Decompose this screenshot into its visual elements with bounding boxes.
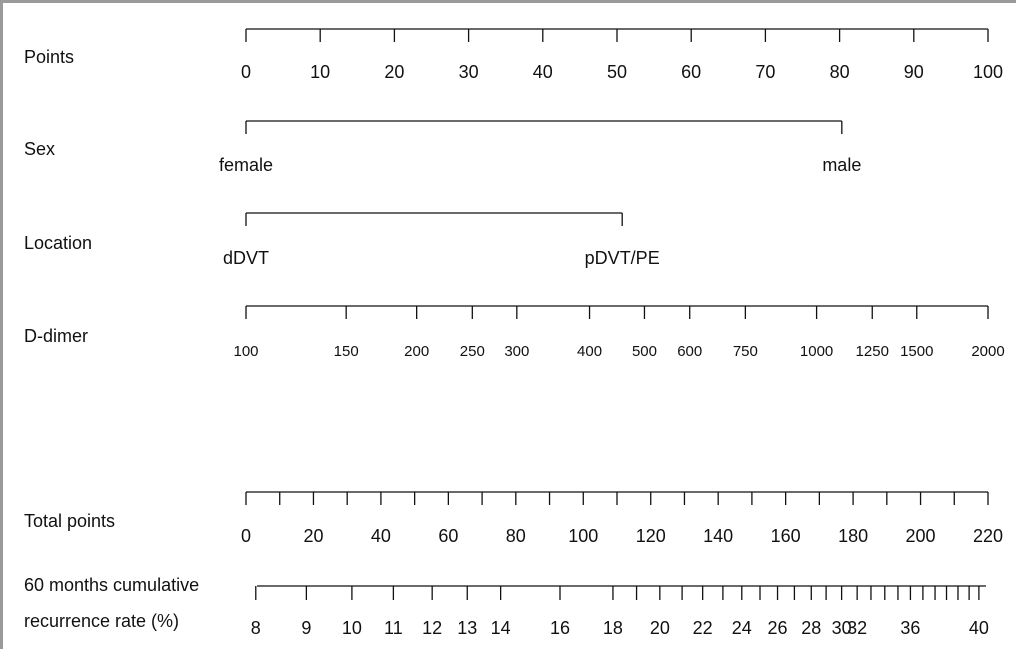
- ddimer-tick-label: 150: [334, 343, 359, 360]
- points-tick-label: 10: [310, 62, 330, 82]
- recurrence-tick-label: 24: [732, 618, 752, 638]
- ddimer-tick-label: 500: [632, 343, 657, 360]
- ddimer-tick-label: 600: [677, 343, 702, 360]
- total-tick-label: 80: [506, 526, 526, 546]
- recurrence-tick-label: 26: [768, 618, 788, 638]
- ddimer-tick-label: 750: [733, 343, 758, 360]
- total-tick-label: 40: [371, 526, 391, 546]
- points-tick-label: 30: [459, 62, 479, 82]
- ddimer-tick-label: 400: [577, 343, 602, 360]
- recurrence-tick-label: 32: [847, 618, 867, 638]
- ddimer-tick-label: 1250: [856, 343, 889, 360]
- recurrence-tick-label: 12: [422, 618, 442, 638]
- total-tick-label: 20: [303, 526, 323, 546]
- points-tick-label: 20: [384, 62, 404, 82]
- points-tick-label: 80: [830, 62, 850, 82]
- total-tick-label: 200: [906, 526, 936, 546]
- points-tick-label: 100: [973, 62, 1003, 82]
- total-tick-label: 220: [973, 526, 1003, 546]
- points-tick-label: 40: [533, 62, 553, 82]
- row-label-ddimer: D-dimer: [24, 326, 88, 346]
- sex-tick-label: male: [822, 155, 861, 175]
- ddimer-tick-label: 1500: [900, 343, 933, 360]
- location-tick-label: dDVT: [223, 248, 269, 268]
- recurrence-tick-label: 36: [900, 618, 920, 638]
- points-tick-label: 50: [607, 62, 627, 82]
- ddimer-tick-label: 2000: [971, 343, 1004, 360]
- recurrence-tick-label: 40: [969, 618, 989, 638]
- ddimer-tick-label: 1000: [800, 343, 833, 360]
- recurrence-tick-label: 13: [457, 618, 477, 638]
- sex-tick-label: female: [219, 155, 273, 175]
- row-label-location: Location: [24, 233, 92, 253]
- recurrence-tick-label: 30: [832, 618, 852, 638]
- row-label-sex: Sex: [24, 139, 55, 159]
- recurrence-tick-label: 10: [342, 618, 362, 638]
- recurrence-tick-label: 16: [550, 618, 570, 638]
- total-tick-label: 100: [568, 526, 598, 546]
- ddimer-tick-label: 250: [460, 343, 485, 360]
- ddimer-tick-label: 100: [233, 343, 258, 360]
- recurrence-tick-label: 9: [301, 618, 311, 638]
- points-tick-label: 0: [241, 62, 251, 82]
- location-tick-label: pDVT/PE: [585, 248, 660, 268]
- recurrence-tick-label: 18: [603, 618, 623, 638]
- recurrence-tick-label: 8: [251, 618, 261, 638]
- row-label-points: Points: [24, 47, 74, 67]
- row-label-total-points: Total points: [24, 511, 115, 531]
- row-label-recurrence-line2: recurrence rate (%): [24, 611, 179, 631]
- ddimer-tick-label: 200: [404, 343, 429, 360]
- recurrence-tick-label: 11: [384, 618, 403, 638]
- row-label-recurrence-line1: 60 months cumulative: [24, 575, 199, 595]
- total-tick-label: 120: [636, 526, 666, 546]
- total-tick-label: 0: [241, 526, 251, 546]
- points-tick-label: 90: [904, 62, 924, 82]
- recurrence-tick-label: 20: [650, 618, 670, 638]
- total-tick-label: 140: [703, 526, 733, 546]
- ddimer-tick-label: 300: [504, 343, 529, 360]
- total-tick-label: 160: [771, 526, 801, 546]
- total-tick-label: 180: [838, 526, 868, 546]
- total-tick-label: 60: [438, 526, 458, 546]
- recurrence-tick-label: 28: [801, 618, 821, 638]
- points-tick-label: 70: [755, 62, 775, 82]
- recurrence-tick-label: 14: [491, 618, 511, 638]
- recurrence-tick-label: 22: [693, 618, 713, 638]
- points-tick-label: 60: [681, 62, 701, 82]
